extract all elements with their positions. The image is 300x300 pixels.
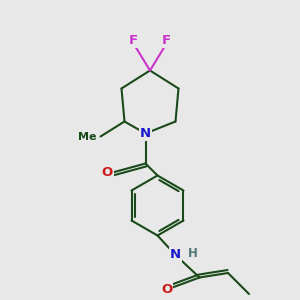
- Text: O: O: [161, 283, 172, 296]
- Text: H: H: [188, 247, 197, 260]
- Text: F: F: [129, 34, 138, 47]
- Text: N: N: [170, 248, 181, 262]
- Text: O: O: [101, 166, 113, 179]
- Text: F: F: [162, 34, 171, 47]
- Text: Me: Me: [78, 131, 97, 142]
- Text: N: N: [140, 127, 151, 140]
